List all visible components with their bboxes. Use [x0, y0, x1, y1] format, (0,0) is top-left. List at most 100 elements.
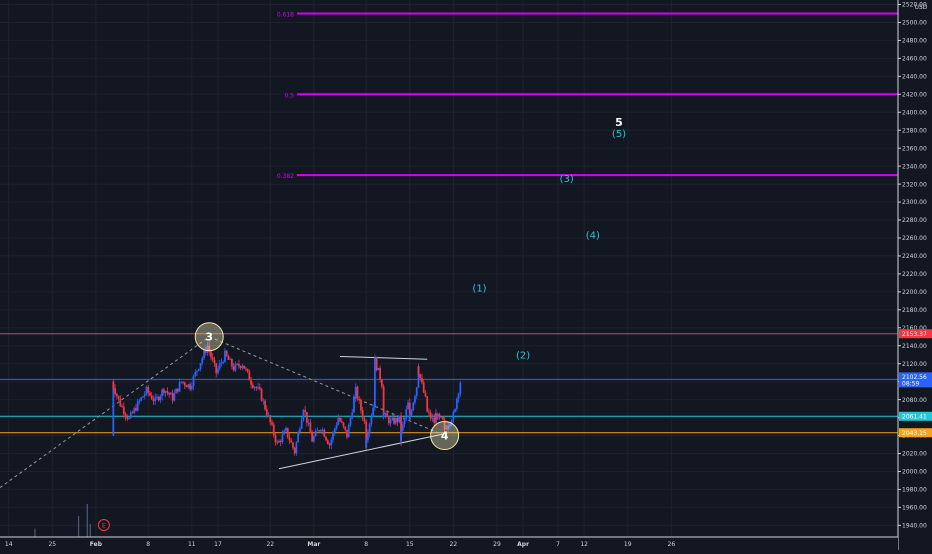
candle-body	[422, 382, 425, 393]
candle-body	[421, 377, 423, 383]
candle-body	[168, 392, 171, 395]
candle-body	[157, 396, 160, 401]
candle-body	[192, 375, 195, 386]
candle-body	[187, 384, 190, 388]
candle-body	[419, 374, 422, 378]
candle-body	[440, 416, 443, 418]
candle-body	[154, 397, 157, 402]
candle-body	[326, 440, 329, 445]
candle-body	[149, 392, 151, 396]
candle-body	[293, 447, 296, 454]
candle-body	[272, 424, 275, 436]
candle-body	[459, 382, 462, 394]
candle-body	[131, 412, 134, 414]
time-axis-tick-label: 11	[188, 541, 196, 548]
event-marker-layer[interactable]: E	[97, 519, 110, 531]
candle-body	[443, 428, 446, 430]
candle-body	[443, 419, 446, 429]
candle-body	[330, 439, 333, 446]
candle-body	[237, 363, 240, 367]
candle-body	[417, 366, 420, 388]
time-axis-tick-label: 8	[364, 541, 368, 548]
candle-body	[455, 398, 458, 409]
volume-bar	[34, 528, 36, 537]
time-axis-tick-label: 19	[624, 541, 632, 548]
candle-body	[147, 386, 150, 393]
candle-body	[335, 424, 338, 429]
candle-body	[169, 392, 172, 395]
price-axis-tick-label: 2200.00	[902, 289, 927, 296]
candle-body	[346, 429, 348, 438]
horizontal-levels-layer	[0, 333, 898, 434]
price-axis-tick-label: 2280.00	[902, 217, 927, 224]
candle-body	[248, 371, 251, 381]
time-axis-tick-label: 29	[493, 541, 501, 548]
time-axis-tick-label: 25	[48, 541, 56, 548]
candle-body	[129, 412, 132, 418]
price-axis[interactable]: USD 1940.00 1960.00 1980.00 2000.00 2020.00 20…	[897, 0, 932, 550]
candle-body	[408, 402, 411, 420]
time-axis-tick-label: 22	[266, 541, 274, 548]
candle-body	[405, 409, 408, 418]
candle-body	[299, 428, 301, 433]
candle-body	[197, 368, 200, 371]
candle-body	[229, 359, 232, 360]
triangle-trendline	[340, 356, 428, 360]
candle-body	[379, 367, 382, 380]
price-axis-tick-label: 2240.00	[902, 253, 927, 260]
candle-body	[143, 394, 146, 397]
candle-body	[400, 415, 402, 442]
candle-body	[180, 381, 183, 383]
candle-body	[340, 421, 343, 423]
price-level-badge-label: 2102.56	[902, 374, 927, 381]
candle-body	[387, 417, 390, 424]
candle-body	[373, 357, 376, 359]
candle-body	[321, 429, 324, 431]
earnings-event-icon[interactable]	[97, 519, 110, 531]
candle-body	[316, 430, 319, 432]
price-level-badge-countdown: 08:59	[902, 380, 919, 387]
candle-body	[175, 388, 178, 394]
time-axis-tick-label: 26	[668, 541, 676, 548]
candle-body	[271, 422, 273, 425]
candle-body	[196, 370, 198, 372]
candle-body	[426, 396, 429, 411]
candle-body	[363, 418, 366, 422]
candle-body	[401, 424, 404, 431]
price-axis-tick-label: 2020.00	[902, 451, 927, 458]
time-axis[interactable]: 14 25 Feb 8 11 17 22 Mar 8 15 22 29 Apr 7 12 19 26	[0, 536, 898, 550]
candle-body	[135, 407, 137, 411]
time-axis-tick-label: Feb	[90, 541, 103, 548]
candle-body	[217, 368, 219, 374]
candle-body	[398, 415, 401, 422]
candle-body	[367, 433, 369, 441]
candle-body	[182, 381, 184, 383]
price-axis-background	[898, 0, 932, 550]
candle-body	[358, 399, 361, 400]
price-axis-tick-label: 1960.00	[902, 505, 927, 512]
price-axis-tick-label: 2400.00	[902, 109, 927, 116]
time-axis-tick-label: 12	[580, 541, 588, 548]
candle-body	[319, 430, 322, 432]
price-axis-tick-label: 2120.00	[902, 361, 927, 368]
candle-body	[161, 389, 164, 397]
volume-layer	[34, 504, 91, 537]
candle-body	[117, 395, 120, 399]
candle-body	[450, 420, 453, 425]
candle-body	[150, 395, 153, 400]
price-axis-tick-label: 2220.00	[902, 271, 927, 278]
candle-body	[351, 412, 354, 418]
candle-body	[429, 412, 432, 419]
wave-labels-layer: 3 4 (1) (2) (3) (4) 5(5)	[194, 116, 626, 451]
price-level-badge-label: 2153.37	[902, 331, 927, 338]
price-axis-tick-label: 2480.00	[902, 38, 927, 45]
candle-body	[194, 371, 197, 376]
price-axis-tick-label: 2140.00	[902, 343, 927, 350]
candle-body	[400, 430, 402, 442]
candle-body	[121, 406, 123, 408]
candle-body	[417, 366, 420, 375]
candle-body	[328, 444, 331, 446]
candle-body	[279, 440, 282, 443]
